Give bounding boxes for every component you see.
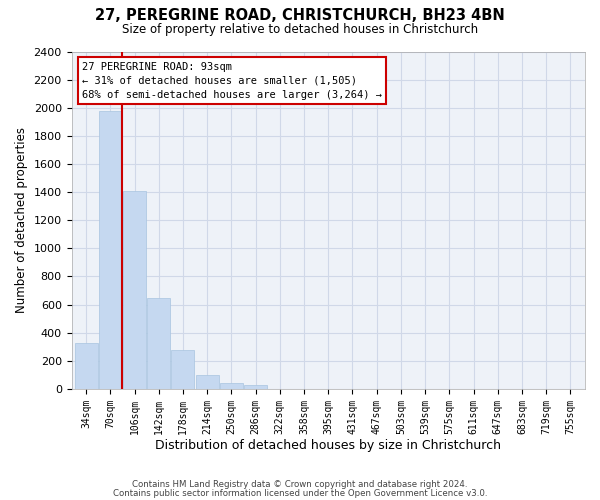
Bar: [74, 344, 98, 389]
Text: 27 PEREGRINE ROAD: 93sqm
← 31% of detached houses are smaller (1,505)
68% of sem: 27 PEREGRINE ROAD: 93sqm ← 31% of detach…: [82, 62, 382, 100]
Bar: [123, 190, 146, 389]
Bar: [99, 112, 122, 389]
Bar: [220, 382, 243, 389]
Text: Contains HM Land Registry data © Crown copyright and database right 2024.: Contains HM Land Registry data © Crown c…: [132, 480, 468, 489]
Text: Size of property relative to detached houses in Christchurch: Size of property relative to detached ho…: [122, 22, 478, 36]
Y-axis label: Number of detached properties: Number of detached properties: [15, 127, 28, 313]
Bar: [196, 375, 218, 389]
X-axis label: Distribution of detached houses by size in Christchurch: Distribution of detached houses by size …: [155, 440, 501, 452]
Bar: [172, 350, 194, 389]
Bar: [244, 385, 267, 389]
Text: 27, PEREGRINE ROAD, CHRISTCHURCH, BH23 4BN: 27, PEREGRINE ROAD, CHRISTCHURCH, BH23 4…: [95, 8, 505, 22]
Bar: [147, 298, 170, 389]
Text: Contains public sector information licensed under the Open Government Licence v3: Contains public sector information licen…: [113, 488, 487, 498]
